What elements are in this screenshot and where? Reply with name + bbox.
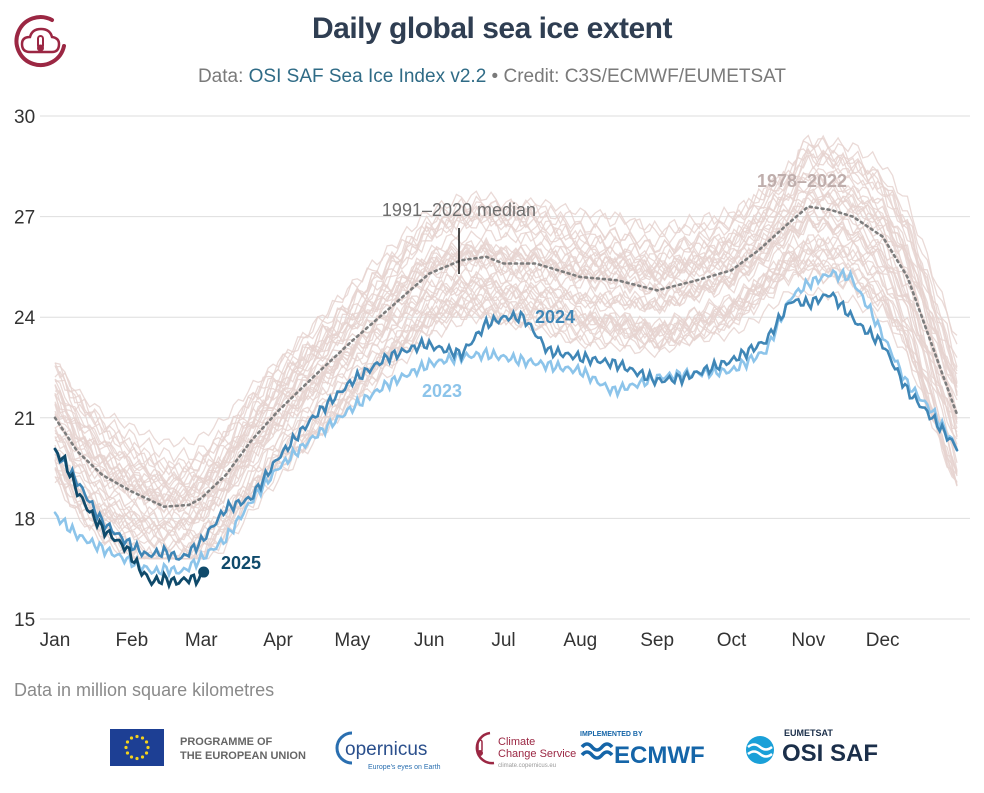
y-tick-label: 15 <box>14 610 35 631</box>
y-tick-label: 18 <box>14 509 35 530</box>
chart-labels: 1991–2020 median 1978–2022 2024 2023 2025 <box>221 171 847 573</box>
osisaf-logo: EUMETSAT OSI SAF <box>746 728 878 767</box>
historical-year-line <box>54 184 958 490</box>
c3s-url: climate.copernicus.eu <box>498 763 556 769</box>
copernicus-wordmark: opernicus <box>345 739 427 760</box>
series-line-2024 <box>53 290 959 564</box>
x-tick-label: Nov <box>791 630 825 651</box>
eu-star <box>129 755 134 759</box>
copernicus-tagline: Europe's eyes on Earth <box>368 764 441 771</box>
ecmwf-tagline: IMPLEMENTED BY <box>580 731 643 738</box>
sea-ice-chart: 15 18 21 24 27 30 Jan Feb Mar Apr May Jun Jul Aug Sep O… <box>14 107 970 651</box>
historical-year-line <box>54 216 958 524</box>
partner-logos: PROGRAMME OF THE EUROPEAN UNION opernicu… <box>110 728 878 771</box>
series-line-1991-2020-median <box>53 205 959 509</box>
chart-subtitle: Data: OSI SAF Sea Ice Index v2.2 • Credi… <box>0 66 984 88</box>
eu-star <box>135 734 139 739</box>
c3s-small-logo: Climate Change Service climate.copernicu… <box>475 731 576 769</box>
median-label: 1991–2020 median <box>382 200 536 220</box>
osisaf-tagline: EUMETSAT <box>784 728 833 738</box>
historical-year-line <box>54 233 958 544</box>
eu-star <box>146 745 150 750</box>
historical-year-line <box>54 143 958 476</box>
units-note: Data in million square kilometres <box>14 680 275 700</box>
x-tick-label: Feb <box>115 630 148 651</box>
historical-year-line <box>54 165 958 486</box>
series-line-2023 <box>53 267 959 579</box>
x-tick-label: Jan <box>40 630 71 651</box>
y-tick-label: 24 <box>14 308 36 329</box>
y-tick-label: 21 <box>14 409 35 430</box>
series-line-2025 <box>53 447 206 591</box>
historical-label: 1978–2022 <box>757 171 847 191</box>
x-tick-label: Sep <box>640 630 674 651</box>
eu-line1: PROGRAMME OF <box>180 736 273 748</box>
y-tick-label: 30 <box>14 107 35 128</box>
historical-year-line <box>54 213 958 531</box>
chart-title: Daily global sea ice extent <box>312 12 673 45</box>
grid-lines: 15 18 21 24 27 30 Jan Feb Mar Apr May Jun Jul Aug Sep O… <box>14 107 970 651</box>
label-2024: 2024 <box>535 307 575 327</box>
historical-year-line <box>54 255 958 543</box>
eu-line2: THE EUROPEAN UNION <box>180 750 306 762</box>
y-tick-label: 27 <box>14 208 35 229</box>
historical-year-line <box>54 207 958 514</box>
historical-year-line <box>54 143 958 478</box>
eu-star <box>140 755 145 759</box>
x-tick-label: Oct <box>717 630 747 651</box>
x-tick-label: Apr <box>263 630 293 651</box>
series-lines <box>53 205 959 591</box>
x-tick-label: Jul <box>491 630 515 651</box>
historical-year-line <box>54 179 958 503</box>
historical-year-line <box>54 244 958 553</box>
eu-star <box>135 756 139 761</box>
c3s-line1: Climate <box>498 736 535 748</box>
eu-star <box>144 751 149 755</box>
eu-star <box>144 740 149 744</box>
subtitle-source: OSI SAF Sea Ice Index v2.2 <box>248 66 487 87</box>
subtitle-credit: • Credit: C3S/ECMWF/EUMETSAT <box>486 66 787 87</box>
ecmwf-logo: IMPLEMENTED BY ECMWF <box>580 731 705 769</box>
eu-star <box>124 745 128 750</box>
label-2025: 2025 <box>221 553 261 573</box>
eu-star <box>140 736 145 740</box>
eu-logo: PROGRAMME OF THE EUROPEAN UNION <box>110 729 306 766</box>
eu-star <box>129 736 134 740</box>
series-2025-endpoint <box>198 566 210 578</box>
historical-year-line <box>54 173 958 486</box>
x-tick-label: Jun <box>414 630 445 651</box>
subtitle-prefix: Data: <box>197 66 249 87</box>
x-tick-label: Aug <box>563 630 597 651</box>
historical-year-line <box>54 136 958 471</box>
x-tick-label: Dec <box>866 630 900 651</box>
historical-year-line <box>54 171 958 497</box>
historical-year-line <box>54 134 958 464</box>
x-tick-label: May <box>334 630 370 651</box>
ecmwf-wordmark: ECMWF <box>614 742 705 769</box>
historical-lines <box>54 134 958 560</box>
eu-star <box>125 740 130 744</box>
label-2023: 2023 <box>422 381 462 401</box>
historical-year-line <box>54 256 958 560</box>
osisaf-wordmark: OSI SAF <box>782 740 878 767</box>
c3s-line2: Change Service <box>498 748 576 760</box>
eu-star <box>125 751 130 755</box>
copernicus-logo: opernicus Europe's eyes on Earth <box>335 731 441 771</box>
x-tick-label: Mar <box>185 630 218 651</box>
c3s-logo <box>12 12 68 73</box>
